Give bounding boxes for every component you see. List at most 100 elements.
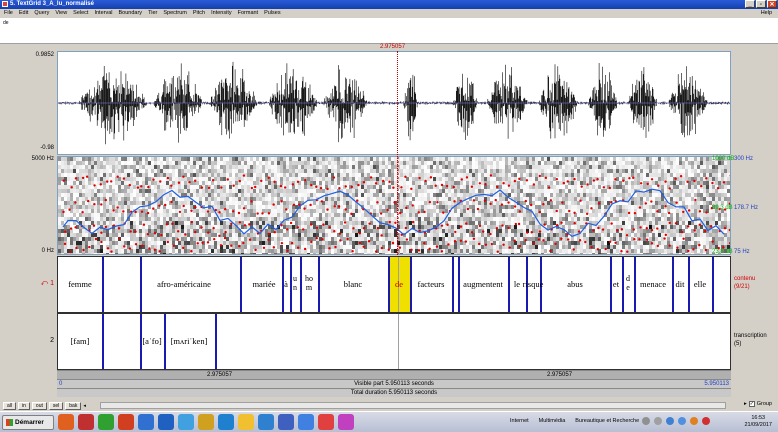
spectrogram-cell [409,181,412,185]
spectrogram-cell [634,185,637,189]
spectrogram-cell [436,229,439,233]
spectrogram-cell [220,173,223,177]
spectrogram-cell [265,213,268,217]
spectrogram-cell [340,245,343,249]
spectrogram-cell [640,205,643,209]
spectrogram-cell [223,157,226,161]
spectrogram-cell [205,161,208,165]
spectrogram-cell [439,197,442,201]
spectrogram-cell [223,245,226,249]
spectrogram-cell [214,225,217,229]
spectrogram-cell [148,221,151,225]
interval-text-field[interactable]: de [0,18,778,44]
spectrogram-cell [118,253,121,257]
menu-spectrum[interactable]: Spectrum [163,10,187,16]
spectrogram-cell [604,241,607,245]
spectrogram-cell [574,249,577,253]
spectrogram-cell [334,181,337,185]
spectrogram-cell [211,181,214,185]
spectrogram-cell [136,205,139,209]
spectrogram-cell [238,173,241,177]
spectrogram-cell [385,193,388,197]
spectrogram-cell [466,233,469,237]
spectrogram-cell [220,177,223,181]
spectrogram-cell [535,253,538,257]
menu-edit[interactable]: Edit [18,10,29,16]
spectrogram-cell [628,161,631,165]
spectrogram-cell [100,173,103,177]
spectrogram-cell [499,249,502,253]
spectrogram-cell [223,201,226,205]
spectrogram-cell [112,237,115,241]
menu-pitch[interactable]: Pitch [192,10,206,16]
spectrogram-cell [187,221,190,225]
spectrogram-cell [619,217,622,221]
spectrogram-cell [184,161,187,165]
spectrogram-cell [520,197,523,201]
spectrogram-cell [67,233,70,237]
spectrogram-cell [514,217,517,221]
spectrogram-cell [118,157,121,161]
spectrogram-cell [496,169,499,173]
spectrogram-cell [412,193,415,197]
spectrogram-cell [91,185,94,189]
menu-formant[interactable]: Formant [237,10,259,16]
spectrogram-cell [487,253,490,257]
waveform-panel[interactable] [57,51,731,155]
spectrogram-cell [322,209,325,213]
spectrogram-cell [538,157,541,161]
spectrogram-cell [277,229,280,233]
spectrogram-cell [337,221,340,225]
spectrogram-cell [226,185,229,189]
spectrogram-cell [262,177,265,181]
spectrogram-cell [337,233,340,237]
spectrogram-cell [385,241,388,245]
spectrogram-cell [520,249,523,253]
spectrogram-cell [178,225,181,229]
menu-help[interactable]: Help [760,10,772,16]
spectrogram-cell [574,173,577,177]
spectrogram-cell [400,201,403,205]
spectrogram-cell [109,157,112,161]
spectrogram-cell [487,177,490,181]
sound-editor-area[interactable]: 2.975057 0.9852 -0.98 5000 Hz 0 Hz 1000 … [0,44,778,402]
spectrogram-cell [91,221,94,225]
minimize-button[interactable]: _ [745,0,755,8]
maximize-button[interactable]: ▫ [756,0,766,8]
spectrogram-cell [82,245,85,249]
menu-select[interactable]: Select [73,10,89,16]
menu-tier[interactable]: Tier [148,10,158,16]
spectrogram-cell [214,221,217,225]
close-button[interactable]: ✕ [767,0,777,8]
spectrogram-cell [286,165,289,169]
spectrogram-cell [538,245,541,249]
spectrogram-cell [415,161,418,165]
menu-intensity[interactable]: Intensity [211,10,232,16]
spectrogram-cell [490,161,493,165]
menu-boundary[interactable]: Boundary [118,10,143,16]
menu-query[interactable]: Query [34,10,50,16]
menu-file[interactable]: File [4,10,13,16]
spectrogram-cell [454,209,457,213]
spectrogram-cell [82,237,85,241]
spectrogram-cell [463,161,466,165]
spectrogram-cell [166,197,169,201]
spectrogram-cell [205,237,208,241]
spectrogram-cell [589,253,592,257]
spectrogram-cell [385,189,388,193]
menu-interval[interactable]: Interval [94,10,113,16]
spectrogram-cell [496,201,499,205]
spectrogram-cell [301,217,304,221]
spectrogram-cell [340,225,343,229]
spectrogram-cell [532,177,535,181]
menu-pulses[interactable]: Pulses [264,10,281,16]
spectrogram-cell [616,193,619,197]
spectrogram-cell [178,165,181,169]
spectrogram-panel[interactable] [57,156,732,257]
spectrogram-cell [235,157,238,161]
spectrogram-cell [610,189,613,193]
spectrogram-cell [139,217,142,221]
menu-view[interactable]: View [55,10,68,16]
spectrogram-cell [523,237,526,241]
spectrogram-cell [199,193,202,197]
